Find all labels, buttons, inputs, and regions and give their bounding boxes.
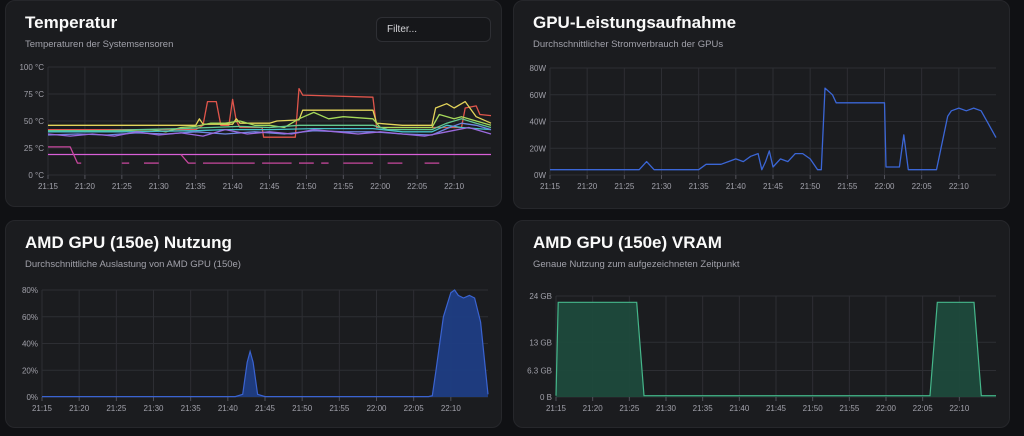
gpu-power-title: GPU-Leistungsaufnahme: [533, 13, 737, 32]
vram-chart: 0 B 6.3 GB 13 GB 24 GB 21:15 21:20 21:25 21:30 2…: [527, 292, 996, 413]
x-tick-label: 21:45: [259, 182, 280, 191]
series-line-1: [48, 100, 492, 126]
x-tick-label: 21:30: [143, 404, 164, 413]
x-tick-label: 21:35: [689, 182, 710, 191]
x-tick-label: 22:00: [876, 404, 897, 413]
series-line-0: [550, 87, 997, 171]
y-tick-label: 75 °C: [24, 90, 44, 99]
x-tick-label: 21:50: [800, 182, 821, 191]
gpu-power-subtitle: Durchschnittlicher Stromverbrauch der GP…: [533, 39, 724, 50]
vram-subtitle: Genaue Nutzung zum aufgezeichneten Zeitp…: [533, 259, 740, 270]
x-tick-label: 21:20: [577, 182, 598, 191]
x-tick-label: 22:05: [407, 182, 428, 191]
y-tick-label: 13 GB: [529, 338, 552, 347]
filter-input[interactable]: [376, 17, 491, 42]
x-tick-label: 21:25: [106, 404, 127, 413]
gpu-usage-title: AMD GPU (150e) Nutzung: [25, 233, 232, 252]
y-tick-label: 80%: [22, 286, 38, 295]
x-tick-label: 22:00: [370, 182, 391, 191]
x-tick-label: 21:40: [223, 182, 244, 191]
series-line-3: [48, 118, 492, 132]
series-line-6: [47, 126, 492, 137]
x-tick-label: 22:00: [366, 404, 387, 413]
y-tick-label: 40W: [530, 118, 547, 127]
gpu-usage-card: AMD GPU (150e) Nutzung Durchschnittliche…: [5, 220, 502, 428]
x-tick-label: 21:25: [614, 182, 635, 191]
series-line-4: [48, 124, 492, 133]
x-tick-label: 22:10: [949, 182, 970, 191]
series-line: [555, 301, 996, 397]
x-tick-label: 21:50: [803, 404, 824, 413]
y-tick-label: 24 GB: [529, 292, 552, 301]
temperature-chart: 0 °C 25 °C 50 °C 75 °C 100 °C 21:15 21:20 21:25…: [19, 63, 492, 191]
y-tick-label: 50 °C: [24, 117, 44, 126]
series-line: [42, 289, 489, 398]
x-tick-label: 21:20: [583, 404, 604, 413]
y-tick-label: 80W: [530, 64, 547, 73]
gpu-power-card: GPU-Leistungsaufnahme Durchschnittlicher…: [513, 0, 1010, 209]
x-tick-label: 21:35: [181, 404, 202, 413]
x-tick-label: 22:05: [913, 404, 934, 413]
y-tick-label: 20W: [530, 144, 547, 153]
gpu-usage-chart: 0% 20% 40% 60% 80% 21:15 21:20 21:25 21:30 21:35 2…: [22, 286, 489, 413]
x-tick-label: 22:10: [441, 404, 462, 413]
x-tick-label: 21:25: [619, 404, 640, 413]
x-tick-label: 21:55: [837, 182, 858, 191]
y-tick-label: 20%: [22, 366, 38, 375]
gpu-usage-subtitle: Durchschnittliche Auslastung von AMD GPU…: [25, 259, 241, 270]
x-tick-label: 21:50: [292, 404, 313, 413]
vram-title: AMD GPU (150e) VRAM: [533, 233, 722, 252]
x-tick-label: 21:35: [693, 404, 714, 413]
x-tick-label: 21:35: [186, 182, 207, 191]
x-tick-label: 21:45: [766, 404, 787, 413]
x-tick-label: 21:45: [763, 182, 784, 191]
x-tick-label: 22:10: [444, 182, 465, 191]
x-tick-label: 21:20: [75, 182, 96, 191]
series-area: [556, 302, 996, 397]
x-tick-label: 21:30: [651, 182, 672, 191]
x-tick-label: 21:30: [149, 182, 170, 191]
y-tick-label: 0 °C: [28, 171, 44, 180]
x-tick-label: 21:40: [218, 404, 239, 413]
y-tick-label: 60%: [22, 313, 38, 322]
x-tick-label: 21:15: [38, 182, 59, 191]
temperature-title: Temperatur: [25, 13, 118, 32]
series-line-8: [48, 146, 82, 164]
x-tick-label: 22:10: [949, 404, 970, 413]
x-tick-label: 21:30: [656, 404, 677, 413]
x-tick-label: 21:15: [540, 182, 561, 191]
x-tick-label: 22:00: [874, 182, 895, 191]
y-tick-label: 60W: [530, 91, 547, 100]
x-tick-label: 22:05: [912, 182, 933, 191]
x-tick-label: 21:55: [333, 182, 354, 191]
x-tick-label: 21:45: [255, 404, 276, 413]
y-tick-label: 0 B: [540, 393, 552, 402]
x-tick-label: 21:15: [546, 404, 567, 413]
x-tick-label: 21:50: [296, 182, 317, 191]
vram-card: AMD GPU (150e) VRAM Genaue Nutzung zum a…: [513, 220, 1010, 428]
x-tick-label: 21:25: [112, 182, 133, 191]
y-tick-label: 0W: [534, 171, 546, 180]
gpu-power-chart: 0W 20W 40W 60W 80W 21:15 21:20 21:25 21:30 21:35 2…: [530, 64, 997, 191]
x-tick-label: 22:05: [404, 404, 425, 413]
temperature-subtitle: Temperaturen der Systemsensoren: [25, 39, 174, 50]
y-tick-label: 0%: [26, 393, 38, 402]
x-tick-label: 21:55: [329, 404, 350, 413]
y-tick-label: 100 °C: [19, 63, 44, 72]
x-tick-label: 21:20: [69, 404, 90, 413]
y-tick-label: 25 °C: [24, 144, 44, 153]
y-tick-label: 6.3 GB: [527, 366, 552, 375]
series-line-11: [180, 154, 196, 164]
series-area: [42, 290, 488, 397]
x-tick-label: 21:55: [839, 404, 860, 413]
x-tick-label: 21:15: [32, 404, 53, 413]
y-tick-label: 40%: [22, 340, 38, 349]
x-tick-label: 21:40: [729, 404, 750, 413]
temperature-card: Temperatur Temperaturen der Systemsensor…: [5, 0, 502, 207]
x-tick-label: 21:40: [726, 182, 747, 191]
